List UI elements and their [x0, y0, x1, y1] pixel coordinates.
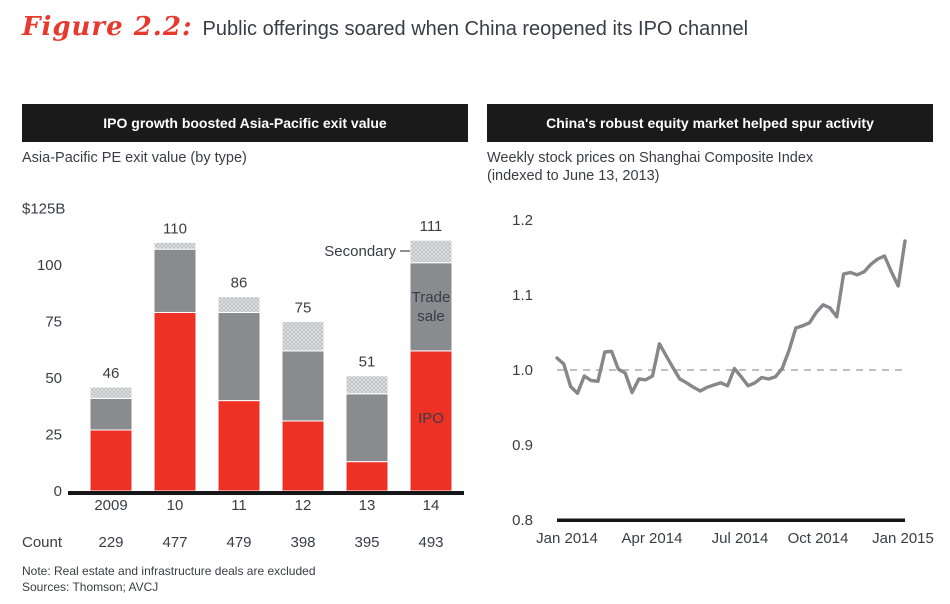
- x-axis-tick-label: Apr 2014: [622, 530, 683, 547]
- count-value: 229: [98, 534, 123, 551]
- y-axis-tick-label: 100: [37, 257, 62, 274]
- right-subtitle-line2: (indexed to June 13, 2013): [487, 167, 660, 184]
- count-value: 493: [418, 534, 443, 551]
- bar-segment-ipo: [89, 429, 133, 492]
- y-axis-tick-label: 25: [45, 427, 62, 444]
- count-value: 395: [354, 534, 379, 551]
- bar-segment-trade-sale: [89, 397, 133, 431]
- bar-total-label: 110: [163, 220, 187, 237]
- bar-segment-trade-sale: [153, 248, 197, 313]
- trade-sale-label-line1: Trade: [412, 289, 451, 306]
- y-axis-unit-label: $125B: [22, 201, 65, 218]
- bar-total-label: 75: [295, 300, 312, 317]
- bar-segment-ipo: [217, 400, 261, 492]
- ipo-label: IPO: [418, 410, 444, 427]
- bar-total-label: 111: [420, 218, 443, 235]
- bar-segment-secondary: [89, 386, 133, 399]
- count-value: 398: [290, 534, 315, 551]
- secondary-callout-label: Secondary: [324, 243, 396, 260]
- x-axis-category-label: 2009: [94, 497, 127, 514]
- x-axis-line: [68, 491, 464, 495]
- figure-number-label: Figure 2.2:: [22, 12, 193, 42]
- bar-segment-secondary: [345, 375, 389, 395]
- bar-total-label: 51: [359, 354, 376, 371]
- x-axis-category-label: 10: [167, 497, 184, 514]
- right-panel-header: China's robust equity market helped spur…: [487, 104, 933, 142]
- bar-segment-trade-sale: [281, 350, 325, 422]
- bar-segment-ipo: [281, 420, 325, 492]
- count-value: 477: [162, 534, 187, 551]
- bar-segment-trade-sale: [345, 393, 389, 463]
- y-axis-tick-label: 75: [45, 314, 62, 331]
- figure-title: Figure 2.2: Public offerings soared when…: [22, 12, 748, 42]
- left-subtitle-text: Asia-Pacific PE exit value (by type): [22, 150, 247, 166]
- x-axis-tick-label: Oct 2014: [788, 530, 849, 547]
- x-axis-tick-label: Jan 2015: [872, 530, 934, 547]
- bar-total-label: 86: [231, 275, 248, 292]
- x-axis-category-label: 14: [423, 497, 440, 514]
- footnote-note: Note: Real estate and infrastructure dea…: [22, 564, 316, 578]
- bar-segment-secondary: [217, 296, 261, 313]
- trade-sale-label-line2: sale: [417, 308, 445, 325]
- x-axis-category-label: 11: [231, 497, 247, 514]
- x-axis-line: [557, 518, 905, 522]
- x-axis-category-label: 12: [295, 497, 312, 514]
- y-axis-tick-label: 0.9: [512, 437, 533, 454]
- bar-segment-secondary: [281, 321, 325, 352]
- footnote-sources: Sources: Thomson; AVCJ: [22, 579, 159, 594]
- line-chart: 0.8 0.9 1.0 1.1 1.2 Jan 2014 Apr 2014 Jul 2014 O…: [512, 212, 934, 547]
- y-axis-tick-label: 0.8: [512, 512, 533, 529]
- bar-segment-ipo: [345, 461, 389, 492]
- y-axis-tick-label: 1.1: [512, 287, 533, 304]
- y-axis-tick-label: 50: [45, 370, 62, 387]
- count-value: 479: [226, 534, 251, 551]
- bar-segment-secondary: [409, 239, 453, 264]
- y-axis-tick-label: 0: [54, 483, 62, 500]
- bar-chart: 0 25 50 75 100 $125B 46 2009 229 110 10 477 86 11 479 7…: [22, 201, 464, 551]
- y-axis-tick-label: 1.0: [512, 362, 533, 379]
- y-axis-tick-label: 1.2: [512, 212, 533, 229]
- left-panel-header-text: IPO growth boosted Asia-Pacific exit val…: [103, 115, 387, 131]
- right-subtitle-line1: Weekly stock prices on Shanghai Composit…: [487, 150, 814, 166]
- x-axis-tick-label: Jul 2014: [712, 530, 769, 547]
- left-panel-header: IPO growth boosted Asia-Pacific exit val…: [22, 104, 468, 142]
- page-title: Public offerings soared when China reope…: [202, 18, 749, 40]
- right-panel-subtitle: Weekly stock prices on Shanghai Composit…: [487, 150, 813, 185]
- right-panel-header-text: China's robust equity market helped spur…: [546, 115, 874, 131]
- footnote: Note: Real estate and infrastructure dea…: [22, 564, 316, 595]
- bar-segment-trade-sale: [217, 311, 261, 402]
- bar-segment-secondary: [153, 241, 197, 250]
- x-axis-category-label: 13: [359, 497, 376, 514]
- x-axis-tick-label: Jan 2014: [536, 530, 598, 547]
- bar-segment-trade-sale: [409, 262, 453, 352]
- bar-segment-ipo: [409, 350, 453, 492]
- bar-segment-ipo: [153, 311, 197, 492]
- count-row-label: Count: [22, 534, 63, 551]
- left-panel-subtitle: Asia-Pacific PE exit value (by type): [22, 150, 247, 168]
- bar-total-label: 46: [103, 365, 120, 382]
- shanghai-index-line: [555, 239, 907, 396]
